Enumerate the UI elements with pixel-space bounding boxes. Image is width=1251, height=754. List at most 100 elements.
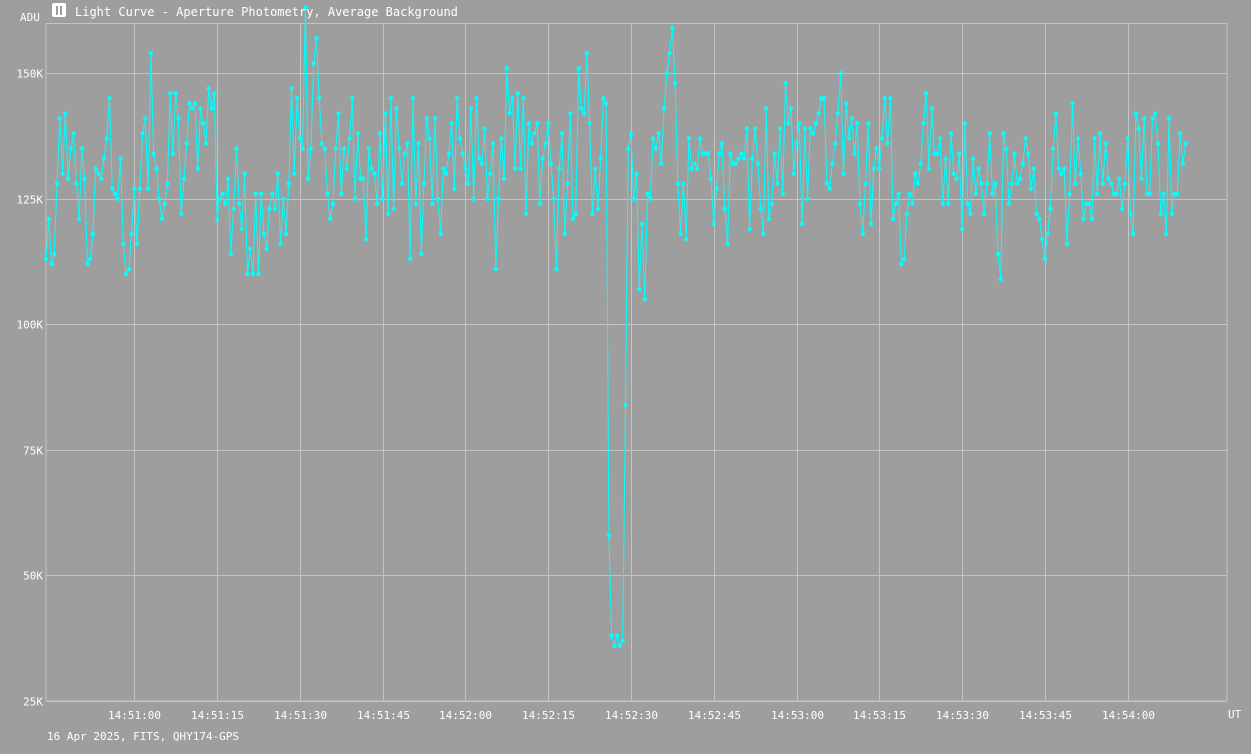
x-tick-label: 14:52:00 <box>439 709 492 722</box>
data-point <box>719 141 725 146</box>
data-point <box>352 196 358 201</box>
data-point <box>907 191 912 196</box>
data-point <box>537 201 543 206</box>
data-point <box>110 186 115 191</box>
data-point <box>1020 161 1025 166</box>
data-point <box>176 116 181 121</box>
data-point <box>540 156 545 161</box>
data-point <box>976 166 981 171</box>
data-point <box>341 146 347 151</box>
data-point <box>300 146 305 151</box>
data-point <box>1056 166 1061 171</box>
data-point <box>190 106 195 111</box>
data-point <box>877 166 882 171</box>
data-point <box>1158 211 1164 216</box>
data-point <box>162 201 167 206</box>
data-point <box>827 186 832 191</box>
y-tick-label: 25K <box>23 696 43 709</box>
data-point <box>1139 176 1144 181</box>
data-point <box>457 136 463 141</box>
data-point <box>855 121 860 126</box>
data-point <box>96 171 101 176</box>
data-point <box>68 146 74 151</box>
data-point <box>744 126 750 131</box>
data-point <box>648 196 653 201</box>
data-point <box>706 151 711 156</box>
data-point <box>468 106 474 111</box>
x-tick-label: 14:51:15 <box>191 709 244 722</box>
data-point <box>1070 101 1075 106</box>
data-point <box>1092 136 1097 141</box>
data-point <box>772 151 777 156</box>
chart-app-icon[interactable] <box>52 3 66 17</box>
data-point <box>65 176 71 181</box>
data-point <box>256 271 261 277</box>
data-point <box>123 271 129 277</box>
data-point <box>849 116 854 121</box>
data-point <box>554 266 559 272</box>
data-point <box>888 96 893 101</box>
data-point <box>1012 151 1017 156</box>
data-point <box>454 96 460 101</box>
data-point <box>1062 166 1067 171</box>
data-point <box>543 141 548 146</box>
data-point <box>1053 111 1059 116</box>
plot-frame <box>45 23 1228 702</box>
data-point <box>107 96 112 101</box>
data-point <box>913 171 918 176</box>
data-point <box>355 131 360 136</box>
data-point <box>628 131 634 136</box>
data-point <box>979 181 984 186</box>
data-point <box>968 211 973 216</box>
data-point <box>940 201 945 206</box>
data-point <box>598 156 603 161</box>
data-point <box>515 91 520 96</box>
x-tick-label: 14:53:15 <box>853 709 906 722</box>
data-point <box>137 186 142 191</box>
data-point <box>248 246 253 252</box>
data-point <box>402 151 407 156</box>
data-point <box>523 211 529 216</box>
data-point <box>910 201 915 206</box>
data-point <box>228 251 234 257</box>
data-point <box>603 101 609 106</box>
data-point <box>250 271 256 277</box>
data-point <box>443 171 449 176</box>
data-point <box>717 151 722 156</box>
data-point <box>879 136 885 141</box>
data-point <box>1051 146 1056 151</box>
data-point <box>512 166 518 171</box>
data-point <box>753 126 758 131</box>
data-point <box>366 146 371 151</box>
data-point <box>474 96 479 101</box>
data-point <box>606 533 612 538</box>
data-point <box>833 141 838 146</box>
data-point <box>286 181 291 186</box>
data-point <box>485 196 490 201</box>
data-point <box>791 171 796 176</box>
data-point <box>43 256 49 262</box>
data-point <box>935 151 940 156</box>
data-point <box>234 146 239 151</box>
data-point <box>187 101 192 106</box>
data-point <box>830 161 835 166</box>
data-point <box>921 121 926 126</box>
data-point <box>231 206 236 211</box>
data-point <box>874 146 879 151</box>
data-point <box>824 181 830 186</box>
data-point <box>946 201 951 206</box>
data-point <box>333 146 338 151</box>
data-point <box>1147 191 1152 196</box>
data-point <box>1117 176 1122 181</box>
data-point <box>225 176 231 181</box>
data-point <box>143 116 148 121</box>
data-point <box>1128 211 1133 216</box>
data-point <box>339 191 344 196</box>
data-point <box>973 191 979 196</box>
data-point <box>570 216 576 222</box>
data-point <box>115 196 120 201</box>
data-point <box>959 226 965 232</box>
data-point <box>363 236 369 242</box>
data-point <box>57 116 62 121</box>
data-point <box>957 151 962 156</box>
